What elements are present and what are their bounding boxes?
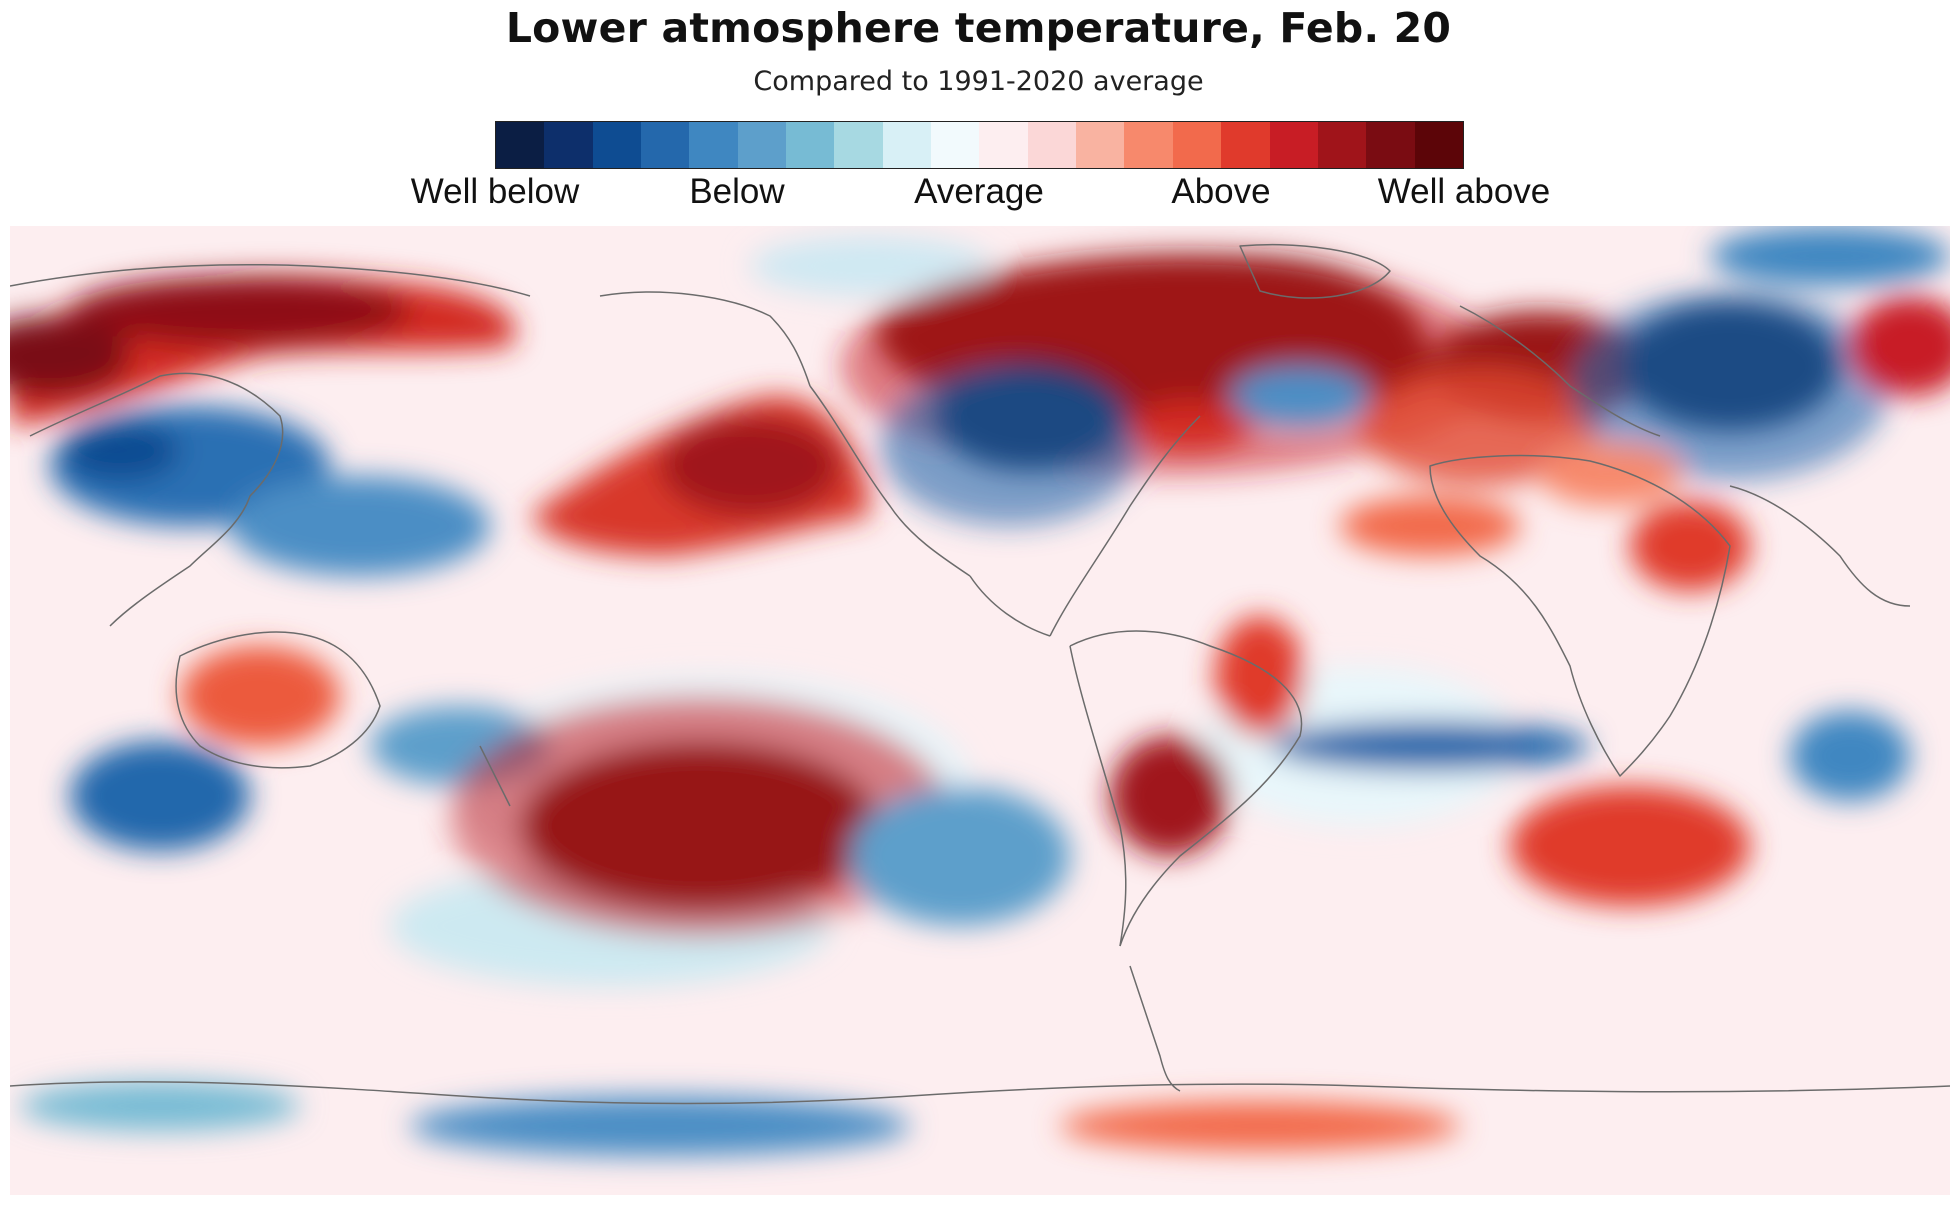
legend-swatch-12 — [1076, 122, 1125, 168]
legend-label-well-below: Well below — [410, 172, 580, 211]
legend-swatch-9 — [931, 122, 980, 168]
anomaly-blue-antarctica — [410, 1096, 910, 1156]
coast-antarctic-peninsula — [1129, 965, 1181, 1092]
anomaly-field — [10, 226, 1950, 1156]
legend-swatch-4 — [689, 122, 738, 168]
legend-label-well-above: Well above — [1377, 172, 1551, 211]
anomaly-red-far-east — [1850, 296, 1950, 396]
anomaly-darkred-pacific-plume — [660, 416, 840, 516]
map-subtitle: Compared to 1991-2020 average — [753, 66, 1204, 97]
map-title: Lower atmosphere temperature, Feb. 20 — [505, 4, 1452, 52]
coast-south-america-west — [1069, 645, 1127, 947]
coast-new-zealand — [479, 745, 511, 807]
legend-swatch-1 — [544, 122, 593, 168]
legend-swatch-14 — [1172, 122, 1222, 168]
anomaly-red-antarctica — [1060, 1101, 1460, 1151]
coast-north-america-east — [1049, 415, 1201, 637]
coast-siberia-north — [10, 263, 531, 297]
coast-east-asia — [29, 372, 284, 627]
legend-swatch-2 — [592, 122, 642, 168]
anomaly-blue-south-indian — [1790, 711, 1910, 801]
legend-labels: Well below Below Average Above Well abov… — [0, 172, 1957, 216]
coast-australia — [175, 631, 381, 769]
coast-africa — [1429, 454, 1731, 777]
coast-central-america — [969, 575, 1051, 637]
legend-swatch-19 — [1414, 122, 1463, 168]
anomaly-red-south-atlantic-swirl — [1510, 786, 1750, 906]
anomaly-red-southern-ocean-fringe — [450, 696, 950, 936]
anomaly-light-blue-greenland — [750, 236, 990, 296]
coast-greenland — [1239, 243, 1391, 299]
legend-label-average: Average — [914, 172, 1044, 211]
legend-swatch-8 — [882, 122, 932, 168]
legend-swatch-18 — [1366, 122, 1415, 168]
coast-south-america — [1069, 630, 1303, 947]
temperature-anomaly-map — [10, 226, 1950, 1195]
legend-swatch-6 — [786, 122, 835, 168]
anomaly-blue-south-of-australia — [70, 741, 250, 851]
anomaly-blue-usa-fringe — [880, 366, 1140, 526]
anomaly-red-east-africa — [1630, 501, 1750, 591]
legend-swatch-13 — [1124, 122, 1173, 168]
coast-arabia-india — [1729, 485, 1911, 607]
coast-alaska — [599, 291, 811, 387]
legend-swatch-3 — [641, 122, 690, 168]
anomaly-blue-antarctica-west — [20, 1081, 300, 1131]
coast-europe — [1459, 305, 1661, 437]
legend-swatch-10 — [979, 122, 1028, 168]
anomaly-blue-arctic-east — [1710, 226, 1950, 286]
coast-antarctica — [10, 1081, 1950, 1105]
anomaly-red-north-africa — [1540, 446, 1680, 506]
legend-swatch-11 — [1027, 122, 1077, 168]
anomaly-blue-russia-fringe — [1570, 291, 1890, 481]
anomaly-blue-nw-pacific — [230, 476, 490, 576]
anomaly-darkred-siberia-west — [10, 316, 130, 396]
legend-swatch-0 — [496, 122, 545, 168]
anomaly-red-australia — [180, 646, 340, 746]
anomaly-blue-south-pacific-swirl — [850, 786, 1070, 926]
legend-swatch-7 — [834, 122, 883, 168]
anomaly-blue-atlantic — [1230, 366, 1370, 426]
legend-label-above: Above — [1171, 172, 1271, 211]
legend-swatch-16 — [1269, 122, 1318, 168]
anomaly-red-south-america — [1215, 616, 1305, 736]
anomaly-blue-south-atlantic-band — [1270, 721, 1590, 771]
anomaly-darkred-siberia — [70, 276, 410, 346]
legend-swatch-17 — [1317, 122, 1367, 168]
legend-swatch-15 — [1221, 122, 1270, 168]
color-legend-bar — [495, 121, 1464, 169]
legend-swatch-5 — [737, 122, 787, 168]
anomaly-red-west-africa — [1340, 496, 1520, 556]
coastlines-outline — [10, 243, 1950, 1105]
anomaly-darkblue-east-asia — [60, 421, 180, 481]
anomaly-darkred-argentina — [1110, 736, 1230, 856]
coast-north-america-west — [809, 385, 971, 577]
legend-label-below: Below — [689, 172, 785, 211]
